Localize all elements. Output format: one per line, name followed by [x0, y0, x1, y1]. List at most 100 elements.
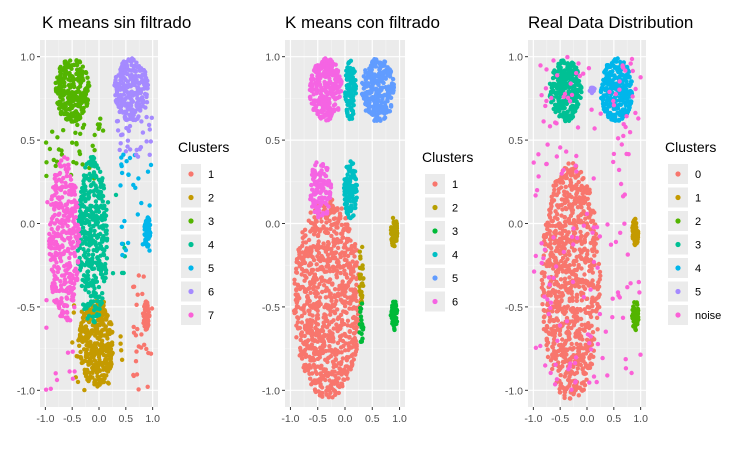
- data-point: [49, 258, 53, 262]
- data-point: [63, 190, 67, 194]
- x-tick-label: 1.0: [392, 413, 407, 425]
- data-point: [354, 342, 358, 346]
- data-point: [392, 222, 396, 226]
- data-point: [78, 350, 82, 354]
- data-point: [330, 303, 334, 307]
- data-point: [587, 206, 591, 210]
- data-point: [586, 305, 590, 309]
- data-point: [569, 173, 573, 177]
- data-point: [102, 373, 106, 377]
- data-point: [315, 372, 319, 376]
- data-point: [343, 202, 347, 206]
- data-point: [92, 286, 96, 290]
- data-point: [595, 316, 599, 320]
- data-point: [70, 74, 74, 78]
- data-point: [353, 202, 357, 206]
- data-point: [104, 229, 108, 233]
- data-point: [340, 231, 344, 235]
- data-point: [96, 336, 100, 340]
- legend-label: 3: [208, 216, 214, 228]
- data-point: [360, 336, 364, 340]
- data-point: [128, 74, 132, 78]
- data-point: [145, 92, 149, 96]
- data-point: [70, 286, 74, 290]
- data-point: [345, 355, 349, 359]
- data-point: [324, 211, 328, 215]
- data-point: [551, 329, 555, 333]
- legend-swatch: [432, 205, 437, 210]
- data-point: [314, 294, 318, 298]
- data-point: [564, 185, 568, 189]
- data-point: [592, 246, 596, 250]
- data-point: [87, 314, 91, 318]
- data-point: [320, 255, 324, 259]
- data-point: [48, 244, 52, 248]
- data-point: [312, 68, 316, 72]
- data-point: [131, 118, 135, 122]
- data-point: [591, 270, 595, 274]
- data-point: [65, 207, 69, 211]
- data-point: [343, 251, 347, 255]
- data-point: [83, 221, 87, 225]
- data-point: [105, 256, 109, 260]
- data-point: [568, 299, 572, 303]
- data-point: [328, 269, 332, 273]
- data-point: [135, 327, 139, 331]
- data-point: [92, 320, 96, 324]
- data-point: [320, 350, 324, 354]
- data-point: [347, 60, 351, 64]
- data-point: [313, 223, 317, 227]
- data-point: [301, 352, 305, 356]
- data-point: [311, 244, 315, 248]
- data-point: [635, 314, 639, 318]
- data-point: [74, 267, 78, 271]
- data-point: [54, 164, 58, 168]
- data-point: [98, 117, 102, 121]
- y-tick-label: -0.5: [17, 302, 35, 314]
- data-point: [77, 117, 81, 121]
- data-point: [323, 378, 327, 382]
- data-point: [137, 88, 141, 92]
- data-point: [302, 303, 306, 307]
- data-point: [351, 79, 355, 83]
- data-point: [126, 139, 130, 143]
- legend-title: Clusters: [422, 149, 473, 165]
- data-point: [631, 324, 635, 328]
- data-point: [135, 372, 139, 376]
- data-point: [321, 329, 325, 333]
- data-point: [120, 225, 124, 229]
- data-point: [353, 293, 357, 297]
- data-point: [540, 302, 544, 306]
- data-point: [94, 186, 98, 190]
- legend-label: 7: [208, 310, 214, 322]
- data-point: [134, 349, 138, 353]
- data-point: [318, 177, 322, 181]
- data-point: [557, 290, 561, 294]
- data-point: [63, 181, 67, 185]
- data-point: [349, 268, 353, 272]
- data-point: [116, 128, 120, 132]
- data-point: [550, 367, 554, 371]
- data-point: [74, 161, 78, 165]
- data-point: [391, 90, 395, 94]
- data-point: [542, 315, 546, 319]
- data-point: [55, 266, 59, 270]
- data-point: [106, 365, 110, 369]
- data-point: [366, 109, 370, 113]
- data-point: [335, 258, 339, 262]
- data-point: [68, 58, 72, 62]
- data-point: [138, 147, 142, 151]
- data-point: [552, 255, 556, 259]
- data-point: [335, 208, 339, 212]
- data-point: [147, 203, 151, 207]
- data-point: [50, 287, 54, 291]
- data-point: [52, 277, 56, 281]
- data-point: [344, 311, 348, 315]
- data-point: [568, 221, 572, 225]
- data-point: [358, 250, 362, 254]
- data-point: [120, 171, 124, 175]
- data-point: [308, 95, 312, 99]
- data-point: [388, 109, 392, 113]
- data-point: [96, 122, 100, 126]
